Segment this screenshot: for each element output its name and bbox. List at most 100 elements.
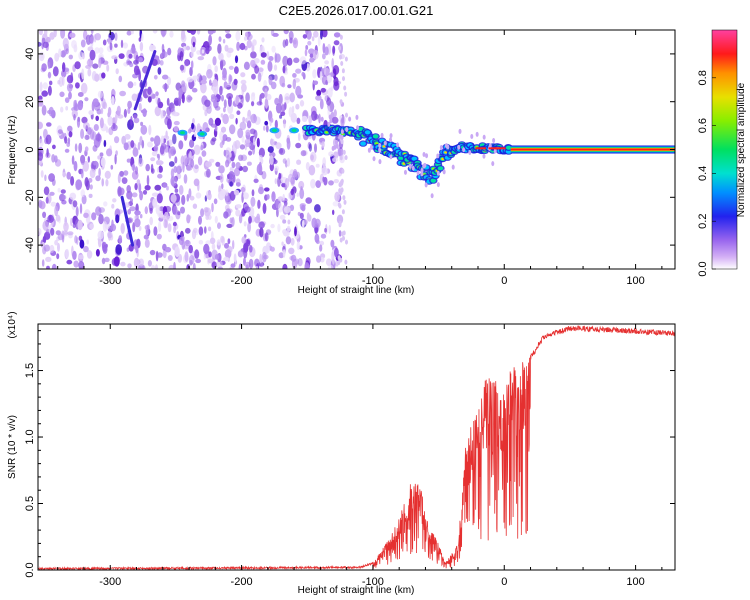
noise-blob	[155, 91, 159, 97]
noise-blob	[248, 258, 254, 269]
noise-blob	[313, 30, 319, 38]
noise-blob	[178, 88, 183, 99]
noise-blob	[289, 92, 296, 103]
colorbar-tick-label: 0.6	[697, 118, 709, 133]
noise-blob	[257, 199, 261, 209]
noise-blob	[167, 47, 172, 56]
noise-blob	[246, 120, 252, 129]
noise-blob	[207, 30, 214, 35]
halo-blob	[408, 163, 412, 169]
noise-blob	[139, 190, 144, 201]
noise-blob	[284, 92, 291, 104]
noise-blob	[223, 211, 229, 219]
noise-blob	[269, 155, 274, 166]
noise-blob	[242, 116, 246, 123]
noise-blob	[112, 198, 117, 203]
noise-blob	[54, 52, 60, 62]
noise-blob	[150, 137, 155, 142]
noise-blob	[80, 189, 86, 198]
noise-blob	[229, 113, 235, 119]
noise-blob	[86, 239, 89, 245]
noise-blob	[70, 176, 75, 186]
colorbar-ticks: 0.0 0.2 0.4 0.6 0.8	[697, 70, 716, 277]
noise-blob	[129, 62, 134, 68]
noise-blob	[60, 189, 66, 194]
noise-blob	[157, 154, 160, 161]
noise-blob	[282, 193, 285, 201]
noise-blob	[195, 192, 202, 199]
noise-blob	[224, 189, 229, 196]
noise-blob	[344, 91, 348, 97]
noise-blob	[42, 235, 47, 244]
noise-blob	[69, 32, 76, 39]
x-tick-label: -100	[362, 275, 384, 287]
halo-blob	[491, 161, 495, 167]
noise-blob	[120, 261, 126, 267]
noise-blob	[245, 142, 251, 148]
noise-blob	[301, 115, 308, 123]
snr-y-ticks: 0.0 0.5 1.0 1.5	[24, 330, 675, 578]
noise-blob	[338, 203, 342, 209]
noise-blob	[66, 171, 71, 180]
noise-blob	[212, 79, 218, 87]
noise-blob	[106, 148, 113, 157]
noise-blob	[38, 228, 42, 236]
halo-blob	[328, 114, 332, 120]
noise-blob	[178, 140, 184, 150]
noise-blob	[114, 113, 118, 123]
noise-blob	[130, 140, 135, 148]
noise-blob	[311, 217, 318, 229]
halo-blob	[446, 144, 450, 150]
noise-blob	[290, 254, 297, 262]
noise-blob	[183, 174, 188, 184]
noise-blob	[101, 241, 107, 253]
noise-blob	[46, 265, 50, 269]
noise-blob	[123, 142, 129, 151]
noise-blob	[333, 81, 340, 91]
noise-blob	[237, 102, 243, 109]
noise-blob	[41, 90, 48, 97]
noise-blob	[117, 173, 121, 184]
noise-blob	[114, 32, 118, 41]
y-tick-label: 0.0	[24, 562, 36, 577]
noise-blob	[251, 73, 256, 80]
noise-blob	[160, 110, 164, 119]
halo-blob	[436, 170, 440, 176]
noise-blob	[174, 156, 178, 164]
halo-blob	[482, 153, 486, 159]
noise-blob	[299, 100, 305, 107]
noise-blob	[244, 36, 247, 41]
noise-blob	[130, 47, 137, 54]
noise-blob	[78, 51, 84, 60]
halo-blob	[356, 125, 360, 131]
noise-blob	[186, 94, 192, 103]
halo-blob	[470, 134, 474, 140]
x-tick-label: 0	[501, 576, 507, 588]
noise-blob	[230, 263, 236, 268]
noise-blob	[332, 201, 339, 207]
noise-blob	[140, 109, 148, 114]
noise-blob	[46, 122, 52, 127]
noise-blob	[305, 45, 309, 50]
noise-blob	[315, 95, 322, 101]
noise-blob	[129, 206, 136, 212]
noise-blob	[333, 179, 339, 184]
noise-blob	[326, 74, 332, 84]
noise-blob	[98, 47, 104, 54]
noise-blob	[158, 221, 162, 233]
noise-blob	[207, 258, 214, 264]
noise-blob	[172, 205, 178, 216]
noise-blob	[295, 142, 302, 149]
noise-blob	[186, 77, 194, 83]
noise-blob	[100, 107, 104, 115]
noise-blob	[145, 163, 150, 172]
noise-blob	[79, 203, 83, 215]
x-tick-label: 100	[626, 576, 644, 588]
noise-blob	[249, 128, 256, 135]
noise-blob	[89, 184, 93, 190]
noise-blob	[233, 174, 236, 183]
noise-blob	[266, 194, 270, 200]
y-tick-label: 40	[24, 48, 36, 60]
noise-blob	[309, 53, 314, 58]
noise-blob	[192, 203, 198, 209]
